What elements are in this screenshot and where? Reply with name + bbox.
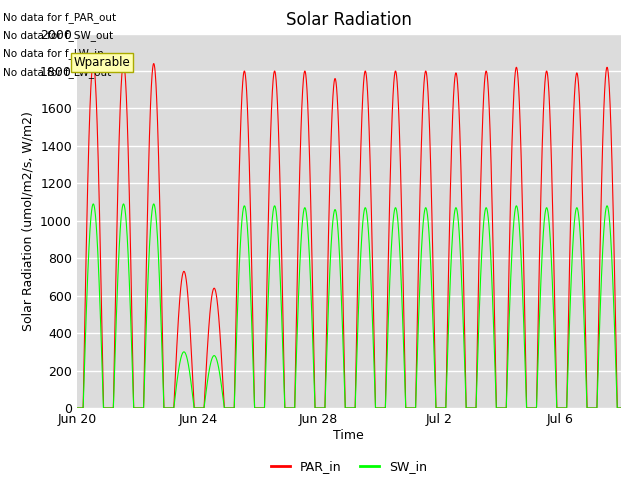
Text: No data for f_SW_out: No data for f_SW_out	[3, 30, 113, 41]
Text: Wparable: Wparable	[74, 56, 131, 69]
PAR_in	[95, 186, 103, 192]
PAR_in	[617, 405, 625, 411]
X-axis label: Time: Time	[333, 429, 364, 442]
PAR_in	[90, 60, 97, 66]
SW_in	[173, 375, 181, 381]
SW_in	[90, 201, 97, 207]
Y-axis label: Solar Radiation (umol/m2/s, W/m2): Solar Radiation (umol/m2/s, W/m2)	[22, 111, 35, 331]
PAR_in	[397, 165, 404, 170]
Line: SW_in: SW_in	[77, 204, 621, 408]
Title: Solar Radiation: Solar Radiation	[286, 11, 412, 29]
SW_in	[73, 405, 81, 411]
SW_in	[617, 405, 625, 411]
SW_in	[95, 275, 103, 281]
PAR_in	[255, 405, 263, 411]
Legend: PAR_in, SW_in: PAR_in, SW_in	[266, 456, 432, 479]
PAR_in	[170, 395, 178, 400]
Text: No data for f_PAR_out: No data for f_PAR_out	[3, 12, 116, 23]
SW_in	[397, 262, 404, 268]
PAR_in	[173, 332, 181, 338]
PAR_in	[73, 405, 81, 411]
PAR_in	[611, 278, 618, 284]
Line: PAR_in: PAR_in	[77, 63, 621, 408]
Text: No data for f_LW_out: No data for f_LW_out	[3, 67, 111, 78]
SW_in	[611, 330, 618, 336]
SW_in	[170, 401, 178, 407]
Text: No data for f_LW_in: No data for f_LW_in	[3, 48, 104, 60]
SW_in	[255, 405, 263, 411]
